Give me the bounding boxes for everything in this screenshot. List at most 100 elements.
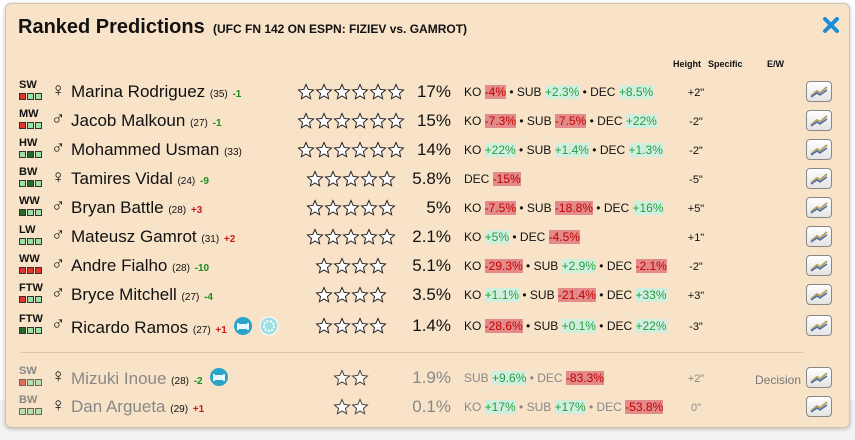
ew-button[interactable] [806, 226, 832, 247]
method-label: SUB [533, 319, 562, 333]
fighter-row: BW ♀ Tamires Vidal (24) -9 5.8% DEC -15% -5" [6, 167, 849, 195]
method-label: KO [464, 319, 485, 333]
star-icon [306, 228, 324, 245]
star-rating [315, 257, 387, 277]
couch-icon [209, 368, 229, 391]
record-box [35, 180, 42, 187]
fighter-row: MW ♂ Jacob Malkoun (27) -1 15% KO -7.3% • SU… [6, 109, 849, 137]
fighter-name[interactable]: Ricardo Ramos (27) +1 [71, 316, 279, 341]
star-icon [387, 83, 405, 100]
method-label: DEC [597, 114, 626, 128]
fighter-name[interactable]: Dan Argueta (29) +1 [71, 397, 204, 420]
division-code: SW [19, 79, 37, 91]
star-icon [351, 286, 369, 303]
method-label: SUB [529, 288, 558, 302]
fighter-row: WW ♂ Andre Fialho (28) -10 5.1% KO -29.3% • … [6, 254, 849, 282]
division-code: FTW [19, 313, 43, 325]
method-label: SUB [516, 85, 545, 99]
fighter-name-text: Bryan Battle [71, 198, 164, 217]
method-value-chip: +2.9% [561, 259, 596, 273]
record-box [35, 379, 42, 386]
method-label: SUB [526, 201, 555, 215]
record-box [19, 209, 26, 216]
star-icon [324, 228, 342, 245]
ew-button[interactable] [806, 168, 832, 189]
method-odds: DEC -15% [464, 172, 521, 186]
method-label: KO [464, 143, 485, 157]
height-diff: -2" [689, 116, 703, 128]
ew-button[interactable] [806, 284, 832, 305]
method-value-chip: -53.8% [625, 400, 664, 414]
fighter-age: (28) [168, 205, 187, 216]
fighter-name[interactable]: Bryce Mitchell (27) -4 [71, 285, 213, 308]
ew-button[interactable] [806, 396, 832, 417]
method-label: KO [464, 114, 485, 128]
method-value: -21.4% [557, 288, 596, 302]
method-value-chip: +22% [484, 143, 516, 157]
ew-button[interactable] [806, 197, 832, 218]
star-rating [306, 170, 396, 190]
star-icon [306, 170, 324, 187]
star-icon [369, 317, 387, 334]
header-specific: Specific [708, 59, 743, 69]
method-odds: KO -29.3% • SUB +2.9% • DEC -2.1% [464, 259, 667, 273]
height-diff: +2" [687, 87, 705, 99]
fighter-name[interactable]: Marina Rodriguez (35) -1 [71, 82, 241, 105]
star-rating [315, 286, 387, 306]
fighter-name[interactable]: Jacob Malkoun (27) -1 [71, 111, 222, 134]
fighter-row: HW ♂ Mohammed Usman (33) 14% KO +22% • SUB +… [6, 138, 849, 166]
record-box [27, 267, 34, 274]
close-icon[interactable] [821, 15, 841, 35]
star-icon [342, 228, 360, 245]
ew-button[interactable] [806, 255, 832, 276]
star-icon [315, 286, 333, 303]
division-badge: FTW [19, 283, 47, 307]
method-value-chip: +16% [632, 201, 664, 215]
record-box [19, 267, 26, 274]
record-box [27, 180, 34, 187]
star-icon [351, 141, 369, 158]
fighter-age: (33) [224, 147, 242, 158]
fighter-name[interactable]: Tamires Vidal (24) -9 [71, 169, 209, 192]
fighter-name[interactable]: Andre Fialho (28) -10 [71, 256, 209, 279]
win-probability: 15% [416, 111, 451, 130]
star-icon [387, 112, 405, 129]
method-label: SUB [526, 143, 555, 157]
star-rating [306, 228, 396, 248]
win-probability: 1.9% [412, 368, 451, 387]
method-label: DEC [519, 230, 549, 244]
fighter-name[interactable]: Mateusz Gamrot (31) +2 [71, 227, 235, 250]
method-label: KO [464, 400, 485, 414]
ew-button[interactable] [806, 81, 832, 102]
fighter-name[interactable]: Mohammed Usman (33) [71, 140, 242, 163]
header-ew: E/W [767, 59, 784, 69]
star-rating [297, 83, 405, 103]
star-icon [315, 317, 333, 334]
height-diff: -5" [689, 174, 703, 186]
fighter-name[interactable]: Mizuki Inoue (28) -2 [71, 368, 229, 392]
ew-button[interactable] [806, 315, 832, 336]
separator [21, 352, 803, 353]
gender-icon: ♂ [51, 314, 66, 335]
fighter-row: FTW ♂ Ricardo Ramos (27) +1 1.4% KO -28.6% •… [6, 314, 849, 342]
star-rating [297, 112, 405, 132]
method-value: +9.6% [492, 371, 527, 385]
method-value: -2.1% [635, 259, 667, 273]
method-value-chip: -7.5% [484, 201, 517, 215]
method-value: -7.3% [484, 114, 517, 128]
ew-button[interactable] [806, 367, 832, 388]
fighter-name[interactable]: Bryan Battle (28) +3 [71, 198, 202, 221]
fighter-age: (35) [209, 89, 228, 100]
fighter-name-text: Mizuki Inoue [71, 368, 167, 388]
record-box [35, 267, 42, 274]
record-box [35, 327, 42, 334]
record-box [35, 93, 42, 100]
ew-button[interactable] [806, 110, 832, 131]
star-icon [369, 257, 387, 274]
method-odds: KO +1.1% • SUB -21.4% • DEC +33% [464, 288, 667, 302]
method-label: KO [464, 259, 485, 273]
ew-button[interactable] [806, 139, 832, 160]
method-value: -4% [484, 85, 507, 99]
record-box [19, 238, 26, 245]
fighter-age: (29) [170, 404, 189, 415]
